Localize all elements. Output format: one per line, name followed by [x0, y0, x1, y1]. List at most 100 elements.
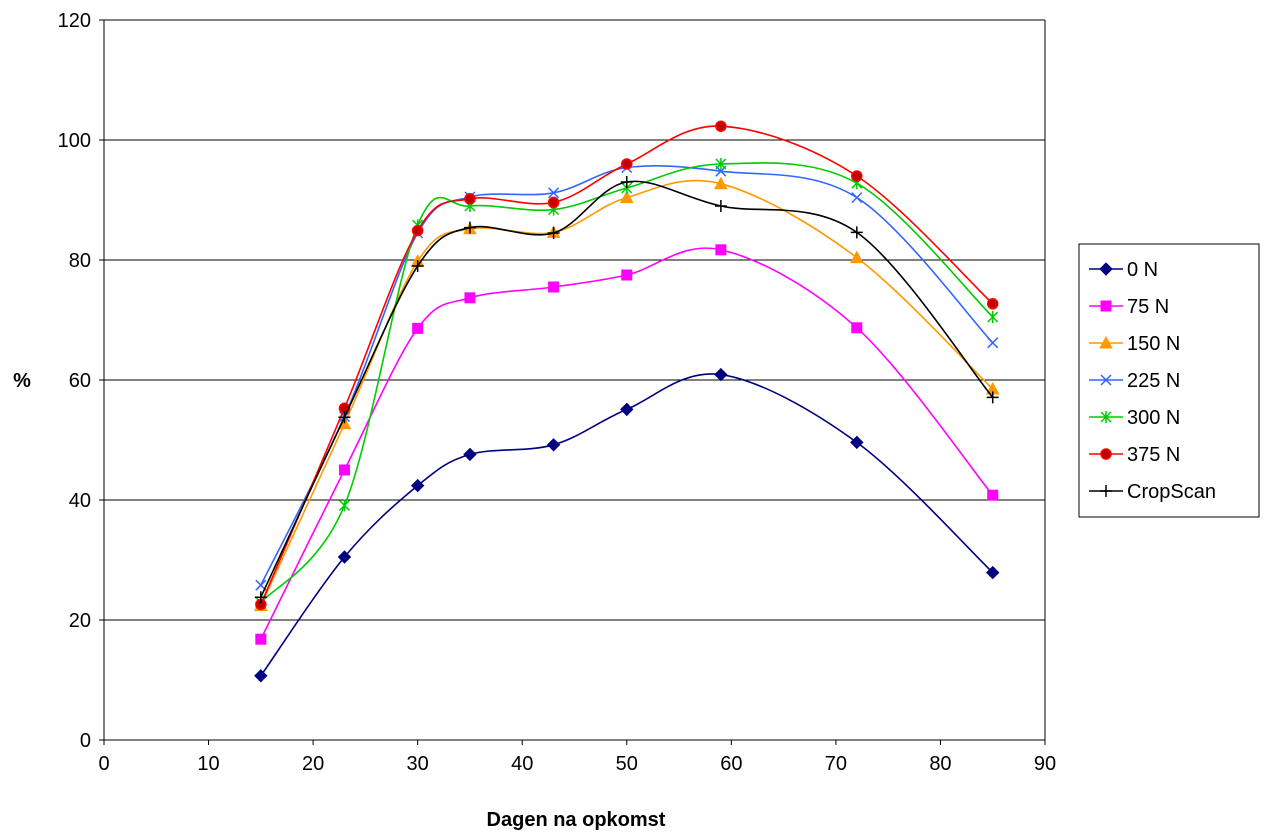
- series-225-n-line: [260, 165, 994, 586]
- series-0-n-point-30: [410, 478, 425, 493]
- y-tick-label: 20: [69, 610, 91, 632]
- series-75-n-point-43: [548, 281, 560, 293]
- gridlines: [104, 19, 1045, 621]
- legend-item-225-n: 225 N: [1089, 370, 1180, 392]
- y-tick-label: 40: [69, 490, 91, 512]
- series-75-n-point-35: [464, 292, 476, 304]
- legend: 0 N 75 N 150 N 225 N 300 N 375 N CropScan: [1078, 243, 1260, 518]
- series-375-n-point-85: [986, 298, 999, 310]
- series-75-n-point-59: [715, 244, 727, 256]
- series-cropscan-point-85: [986, 391, 999, 404]
- series-75-n-line: [260, 247, 994, 640]
- x-tick-labels: 0 10 20 30 40 50 60 70 80 90: [98, 753, 1056, 775]
- series-225-n-point-85: [987, 337, 999, 349]
- legend-item-300-n-label: 300 N: [1127, 407, 1180, 429]
- series-75-n-point-30: [412, 322, 424, 334]
- series-375-n-point-50: [621, 158, 633, 170]
- series-cropscan-point-59: [714, 200, 727, 212]
- series-0-n-point-35: [463, 447, 477, 462]
- legend-item-300-n-marker: [1100, 411, 1112, 423]
- series-layer: [253, 120, 1000, 683]
- y-tick-label: 0: [80, 730, 91, 752]
- series-300-n-point-23: [338, 499, 351, 512]
- x-tick-label: 20: [302, 753, 324, 775]
- y-tick-label: 80: [69, 250, 91, 272]
- series-150-n-line: [260, 179, 994, 606]
- series-150-n-point-72: [849, 250, 864, 264]
- legend-item-375-n-label: 375 N: [1127, 444, 1180, 466]
- x-axis-title: Dagen na opkomst: [487, 809, 666, 831]
- legend-item-150-n-marker: [1099, 335, 1113, 349]
- legend-item-75-n: 75 N: [1089, 296, 1169, 318]
- y-tick-label: 100: [58, 130, 91, 152]
- series-75-n-point-72: [851, 322, 863, 334]
- y-tick-labels: 0 20 40 60 80 100 120: [58, 10, 91, 752]
- x-tick-label: 50: [616, 753, 638, 775]
- series-0-n: [254, 367, 1000, 683]
- series-cropscan-point-23: [338, 411, 351, 424]
- series-225-n-point-43: [548, 187, 560, 199]
- series-cropscan: [254, 176, 999, 604]
- series-300-n-point-59: [715, 158, 727, 170]
- x-tick-label: 60: [720, 753, 742, 775]
- legend-item-0-n-label: 0 N: [1127, 259, 1158, 281]
- x-tick-label: 70: [825, 753, 847, 775]
- x-tick-label: 30: [407, 753, 429, 775]
- legend-item-225-n-label: 225 N: [1127, 370, 1180, 392]
- series-300-n: [255, 158, 999, 609]
- series-0-n-point-43: [546, 438, 561, 452]
- series-0-n-point-72: [850, 435, 864, 450]
- legend-item-75-n-marker: [1100, 300, 1112, 312]
- series-cropscan-point-72: [850, 226, 863, 239]
- y-axis-title: %: [13, 370, 31, 392]
- series-225-n: [255, 162, 999, 591]
- series-0-n-point-23: [337, 550, 352, 564]
- series-cropscan-point-43: [547, 227, 560, 239]
- axes: [99, 19, 1046, 745]
- series-300-n-line: [260, 162, 994, 604]
- series-cropscan-line: [260, 180, 994, 598]
- y-tick-label: 120: [58, 10, 91, 32]
- series-75-n: [255, 244, 999, 645]
- series-375-n-point-35: [464, 193, 476, 205]
- series-375-n-point-43: [547, 196, 560, 209]
- x-tick-label: 80: [929, 753, 951, 775]
- x-tick-label: 10: [197, 753, 219, 775]
- series-cropscan-point-35: [463, 221, 476, 234]
- legend-item-150-n-label: 150 N: [1127, 333, 1180, 355]
- series-0-n-line: [260, 373, 994, 677]
- legend-item-0-n-marker: [1099, 262, 1113, 276]
- series-150-n-point-50: [619, 190, 634, 204]
- series-cropscan-point-30: [411, 260, 424, 272]
- legend-item-cropscan-marker: [1100, 485, 1112, 497]
- series-150-n-point-59: [714, 176, 728, 190]
- series-75-n-point-85: [987, 489, 999, 501]
- series-0-n-point-15: [254, 669, 268, 683]
- series-cropscan-point-15: [254, 591, 267, 604]
- legend-item-cropscan-label: CropScan: [1127, 481, 1216, 503]
- series-300-n-point-85: [987, 311, 999, 323]
- series-75-n-point-23: [338, 464, 350, 476]
- legend-item-75-n-label: 75 N: [1127, 296, 1169, 318]
- x-tick-label: 90: [1034, 753, 1056, 775]
- series-75-n-point-15: [255, 633, 267, 645]
- series-150-n: [253, 176, 1000, 612]
- series-0-n-point-85: [986, 565, 1000, 580]
- x-tick-label: 40: [511, 753, 533, 775]
- series-0-n-point-59: [714, 367, 728, 382]
- series-0-n-point-50: [620, 402, 634, 417]
- series-375-n: [255, 120, 999, 611]
- series-75-n-point-50: [621, 269, 633, 281]
- series-cropscan-point-50: [620, 176, 633, 188]
- x-tick-label: 0: [98, 753, 109, 775]
- legend-item-cropscan: CropScan: [1089, 481, 1216, 503]
- legend-item-0-n: 0 N: [1089, 259, 1158, 281]
- y-tick-label: 60: [69, 370, 91, 392]
- series-225-n-point-72: [851, 192, 863, 204]
- legend-item-300-n: 300 N: [1089, 407, 1180, 429]
- legend-item-225-n-marker: [1100, 374, 1112, 386]
- series-375-n-point-72: [851, 170, 863, 182]
- series-375-n-point-59: [715, 120, 727, 132]
- legend-item-375-n-marker: [1100, 448, 1112, 460]
